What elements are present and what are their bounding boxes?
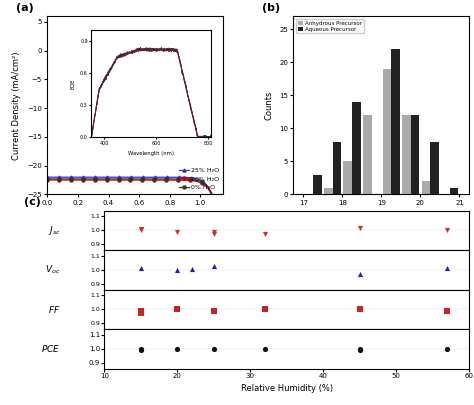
Point: [210, 307, 218, 314]
25% H₂O: [216, 219, 221, 224]
20% H₂O: [73, 178, 78, 183]
20% H₂O: [198, 180, 203, 185]
Point: [210, 229, 218, 236]
Point: [210, 262, 218, 269]
Point: [137, 309, 145, 316]
Y-axis label: $J_{sc}$: $J_{sc}$: [48, 224, 61, 237]
Point: [261, 345, 269, 352]
Y-axis label: $PCE$: $PCE$: [41, 343, 61, 354]
Y-axis label: Current Density (mA/cm²): Current Density (mA/cm²): [12, 51, 21, 160]
20% H₂O: [191, 179, 197, 183]
Line: 25% H₂O: 25% H₂O: [46, 176, 220, 223]
0% H₂O: [90, 177, 96, 181]
Point: [173, 228, 181, 235]
25% H₂O: [81, 175, 87, 179]
X-axis label: Voltage (V): Voltage (V): [112, 211, 158, 220]
25% H₂O: [96, 175, 102, 179]
25% H₂O: [141, 175, 146, 179]
20% H₂O: [163, 178, 169, 183]
20% H₂O: [45, 178, 50, 183]
20% H₂O: [217, 221, 222, 226]
Point: [444, 227, 451, 234]
Point: [444, 265, 451, 272]
Point: [188, 266, 196, 273]
Line: 0% H₂O: 0% H₂O: [46, 177, 222, 224]
Point: [261, 306, 269, 313]
Point: [173, 266, 181, 273]
0% H₂O: [45, 177, 50, 181]
Bar: [383, 69, 391, 194]
Bar: [363, 115, 372, 194]
Text: (b): (b): [262, 3, 280, 13]
0% H₂O: [89, 177, 95, 181]
Point: [173, 345, 181, 352]
0% H₂O: [214, 207, 220, 212]
Legend: 25% H₂O, 20% H₂O, 0% H₂O: 25% H₂O, 20% H₂O, 0% H₂O: [178, 166, 220, 191]
20% H₂O: [189, 178, 194, 183]
Point: [261, 230, 269, 237]
Bar: [352, 102, 361, 194]
Bar: [344, 162, 352, 194]
Y-axis label: Counts: Counts: [264, 91, 273, 120]
Point: [356, 347, 364, 354]
Bar: [391, 49, 400, 194]
Legend: Anhydrous Precursor, Aqueous Precursor: Anhydrous Precursor, Aqueous Precursor: [296, 19, 364, 34]
25% H₂O: [52, 175, 58, 179]
Bar: [421, 181, 430, 194]
25% H₂O: [215, 216, 221, 221]
Point: [137, 308, 145, 315]
Line: 20% H₂O: 20% H₂O: [46, 179, 221, 224]
Bar: [324, 188, 333, 194]
Point: [210, 345, 218, 352]
25% H₂O: [45, 175, 50, 179]
Point: [356, 271, 364, 277]
Y-axis label: $V_{oc}$: $V_{oc}$: [45, 264, 61, 276]
X-axis label: Relative Humidity (%): Relative Humidity (%): [241, 384, 333, 393]
0% H₂O: [217, 220, 223, 225]
Point: [210, 230, 218, 237]
0% H₂O: [134, 177, 139, 181]
Point: [137, 265, 145, 272]
Bar: [333, 142, 341, 194]
Bar: [313, 175, 321, 194]
Point: [356, 306, 364, 313]
Point: [173, 306, 181, 313]
Text: (a): (a): [16, 3, 34, 13]
Point: [444, 345, 451, 352]
Bar: [430, 142, 439, 194]
Point: [137, 227, 145, 234]
Y-axis label: $FF$: $FF$: [48, 304, 61, 315]
Text: (c): (c): [24, 198, 41, 207]
0% H₂O: [144, 177, 149, 181]
Point: [356, 345, 364, 352]
20% H₂O: [211, 197, 217, 202]
Bar: [402, 115, 410, 194]
25% H₂O: [126, 175, 132, 179]
Point: [444, 307, 451, 314]
Point: [356, 224, 364, 231]
Point: [137, 347, 145, 354]
Bar: [410, 115, 419, 194]
Bar: [450, 188, 458, 194]
Point: [137, 226, 145, 232]
Point: [137, 345, 145, 352]
X-axis label: Power Conversion Efficiency (%): Power Conversion Efficiency (%): [313, 211, 449, 220]
0% H₂O: [103, 177, 109, 181]
